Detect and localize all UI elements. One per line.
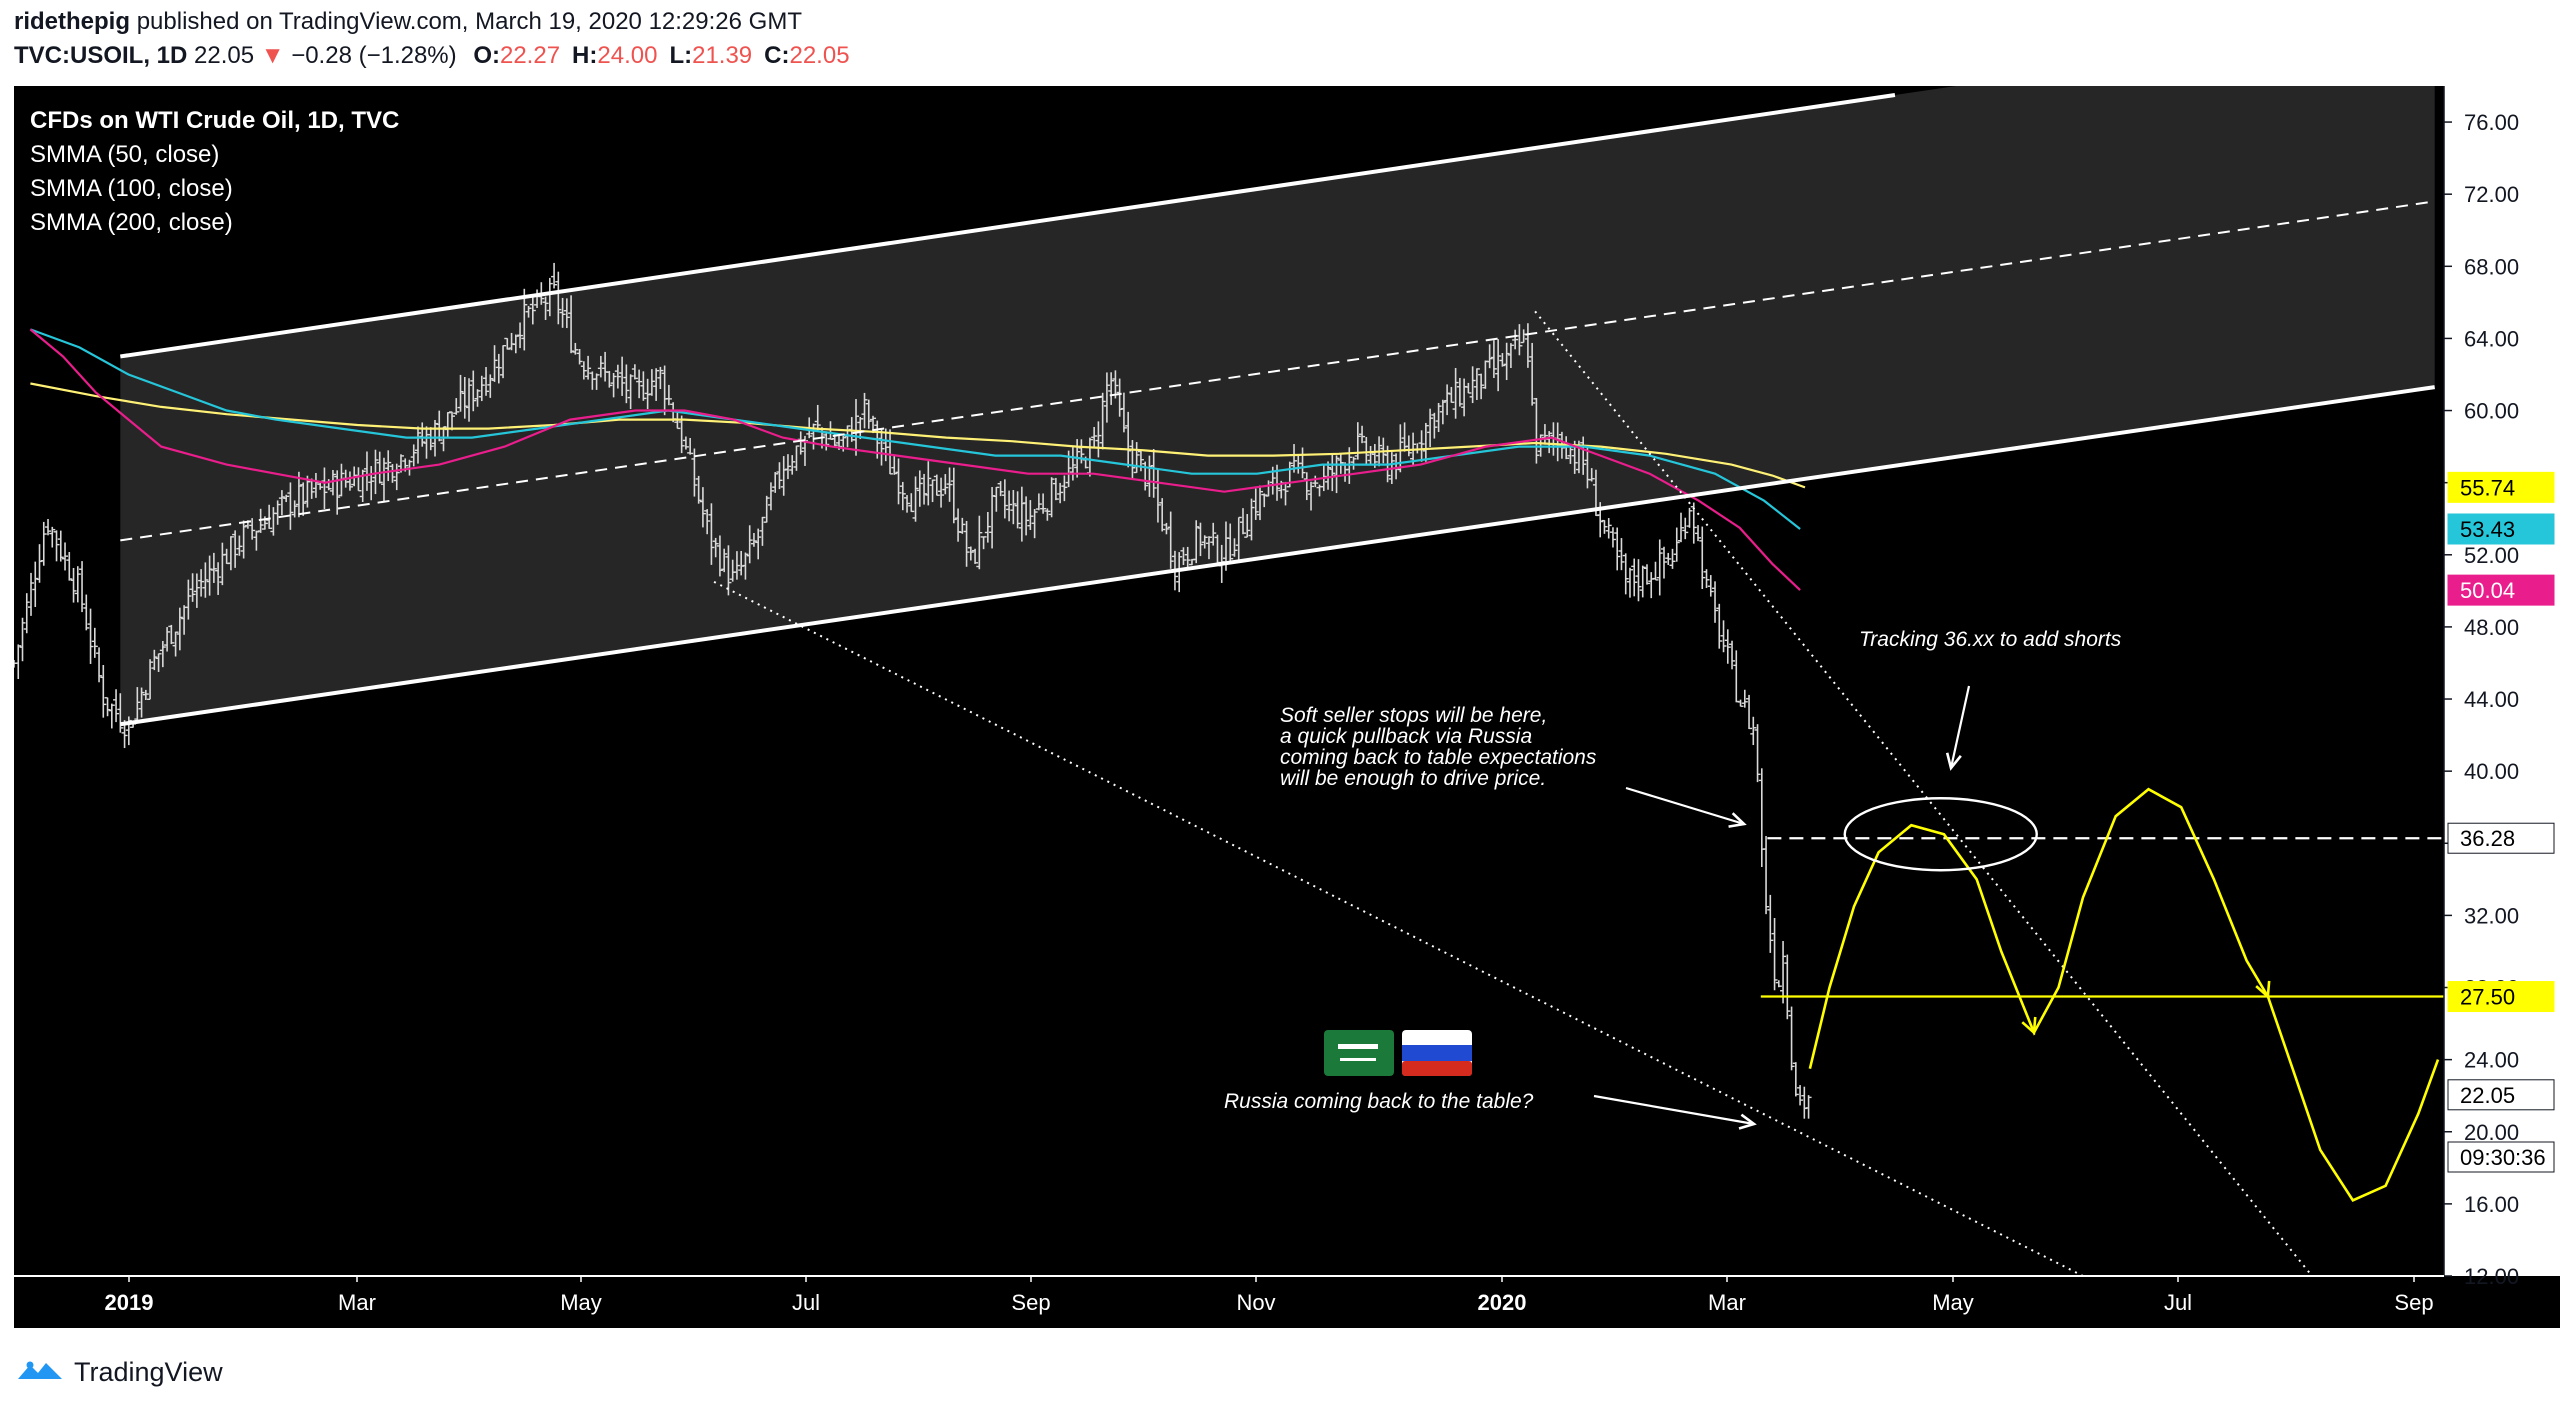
price-tick-label: 72.00 <box>2464 182 2519 207</box>
time-axis-background <box>14 1276 2560 1328</box>
price-change: −0.28 (−1.28%) <box>291 42 457 69</box>
channel-lower-line[interactable] <box>120 385 2435 727</box>
ohlc-key: C: <box>764 42 790 69</box>
annotation-arrow-stops-head <box>1728 812 1747 828</box>
price-tag-box[interactable] <box>2447 981 2555 1013</box>
smma-100-line <box>30 328 1801 530</box>
price-tick-label: 76.00 <box>2464 110 2519 135</box>
time-tick-label: Jul <box>2164 1290 2192 1315</box>
time-tick-label: Mar <box>1708 1290 1746 1315</box>
annotation-arrow-stops <box>1625 786 1745 826</box>
author-name[interactable]: ridethepig <box>14 8 131 35</box>
annotation-stops-line: a quick pullback via Russia <box>1280 725 1532 748</box>
legend-title[interactable]: CFDs on WTI Crude Oil, 1D, TVC <box>30 107 399 134</box>
time-tick-label: Nov <box>1236 1290 1275 1315</box>
projection-arrow-1 <box>2021 1016 2037 1036</box>
footer: TradingView <box>16 1354 223 1390</box>
ohlc-value: 24.00 <box>597 42 658 69</box>
price-tick-label: 12.00 <box>2464 1264 2519 1289</box>
candlesticks <box>14 262 1812 1119</box>
ohlc-value: 22.27 <box>499 42 561 69</box>
price-tick-label: 68.00 <box>2464 254 2519 279</box>
price-tag-label: 22.05 <box>2460 1083 2515 1108</box>
price-chart[interactable]: Soft seller stops will be here,a quick p… <box>14 86 2560 1328</box>
price-tag-box[interactable] <box>2447 574 2555 606</box>
price-tick-label: 40.00 <box>2464 759 2519 784</box>
price-tag-label: 09:30:36 <box>2460 1145 2546 1170</box>
price-tick-label: 44.00 <box>2464 687 2519 712</box>
annotation-stops-line: coming back to table expectations <box>1280 746 1597 769</box>
price-tag-label: 27.50 <box>2460 985 2515 1010</box>
publish-info: ridethepig published on TradingView.com,… <box>14 8 802 36</box>
target-ellipse[interactable] <box>1843 797 2038 872</box>
brand-name[interactable]: TradingView <box>74 1356 223 1387</box>
annotation-russia-line: Russia coming back to the table? <box>1224 1090 1534 1113</box>
price-axis-background <box>2444 86 2560 1276</box>
smma-50-line <box>29 328 1801 591</box>
price-tick-label: 32.00 <box>2464 903 2519 928</box>
time-tick-label: May <box>560 1290 602 1315</box>
projection-curve <box>1808 787 2440 1202</box>
ohlc-value: 22.05 <box>789 42 850 69</box>
price-tick-label: 24.00 <box>2464 1048 2519 1073</box>
price-tag-label: 55.74 <box>2460 475 2515 500</box>
price-tick-label: 16.00 <box>2464 1192 2519 1217</box>
annotation-stops-line: Soft seller stops will be here, <box>1280 704 1547 727</box>
annotation-arrow-russia-head <box>1738 1113 1757 1130</box>
ohlc-key: H: <box>572 42 598 69</box>
price-tag-box[interactable] <box>2447 513 2555 545</box>
annotation-tracking-line: Tracking 36.xx to add shorts <box>1859 628 2122 651</box>
price-tick-label: 64.00 <box>2464 326 2519 351</box>
price-tick-label: 52.00 <box>2464 543 2519 568</box>
projection-arrow-2 <box>2255 980 2271 1000</box>
time-tick-label: May <box>1932 1290 1974 1315</box>
legend-indicator[interactable]: SMMA (200, close) <box>30 209 233 236</box>
time-tick-label: 2019 <box>105 1290 154 1315</box>
price-tick-label: 60.00 <box>2464 399 2519 424</box>
ohlc-value: 21.39 <box>692 42 753 69</box>
time-tick-label: Sep <box>1011 1290 1050 1315</box>
tradingview-logo-icon[interactable] <box>16 1359 64 1385</box>
price-tag-box[interactable] <box>2447 1141 2555 1173</box>
legend-indicator[interactable]: SMMA (100, close) <box>30 175 233 202</box>
symbol-label[interactable]: TVC:USOIL, 1D <box>14 42 188 69</box>
ohlc-values: O:22.27 H:24.00 L:21.39 C:22.05 <box>473 42 861 69</box>
time-tick-label: Sep <box>2394 1290 2433 1315</box>
last-price: 22.05 <box>194 42 255 69</box>
annotation-stops-line: will be enough to drive price. <box>1280 767 1546 790</box>
time-tick-label: Jul <box>792 1290 820 1315</box>
smma-200-line <box>30 382 1806 489</box>
annotation-arrow-tracking-head <box>1945 752 1962 771</box>
time-tick-label: Mar <box>338 1290 376 1315</box>
publish-text: published on TradingView.com, March 19, … <box>136 8 802 35</box>
channel-mid-line[interactable] <box>120 200 2435 542</box>
price-tag-label: 36.28 <box>2460 826 2515 851</box>
price-tick-label: 20.00 <box>2464 1120 2519 1145</box>
legend-indicator[interactable]: SMMA (50, close) <box>30 141 219 168</box>
channel-upper-line[interactable] <box>120 93 1896 359</box>
annotation-arrow-tracking <box>1949 685 1971 769</box>
channel-fill <box>120 86 2435 725</box>
annotation-arrow-russia <box>1593 1094 1755 1126</box>
price-tag-label: 53.43 <box>2460 517 2515 542</box>
saudi-flag-icon <box>1324 1030 1394 1076</box>
ohlc-key: O: <box>473 42 500 69</box>
price-tick-label: 48.00 <box>2464 615 2519 640</box>
price-tag-label: 50.04 <box>2460 578 2515 603</box>
time-tick-label: 2020 <box>1478 1290 1527 1315</box>
down-arrow-icon: ▼ <box>260 42 285 69</box>
russia-flag-icon <box>1402 1030 1472 1076</box>
ohlc-key: L: <box>669 42 693 69</box>
price-tag-box[interactable] <box>2447 822 2555 854</box>
price-tag-box[interactable] <box>2447 471 2555 503</box>
symbol-info: TVC:USOIL, 1D 22.05 ▼ −0.28 (−1.28%) O:2… <box>14 42 862 70</box>
price-tag-box[interactable] <box>2447 1079 2555 1111</box>
